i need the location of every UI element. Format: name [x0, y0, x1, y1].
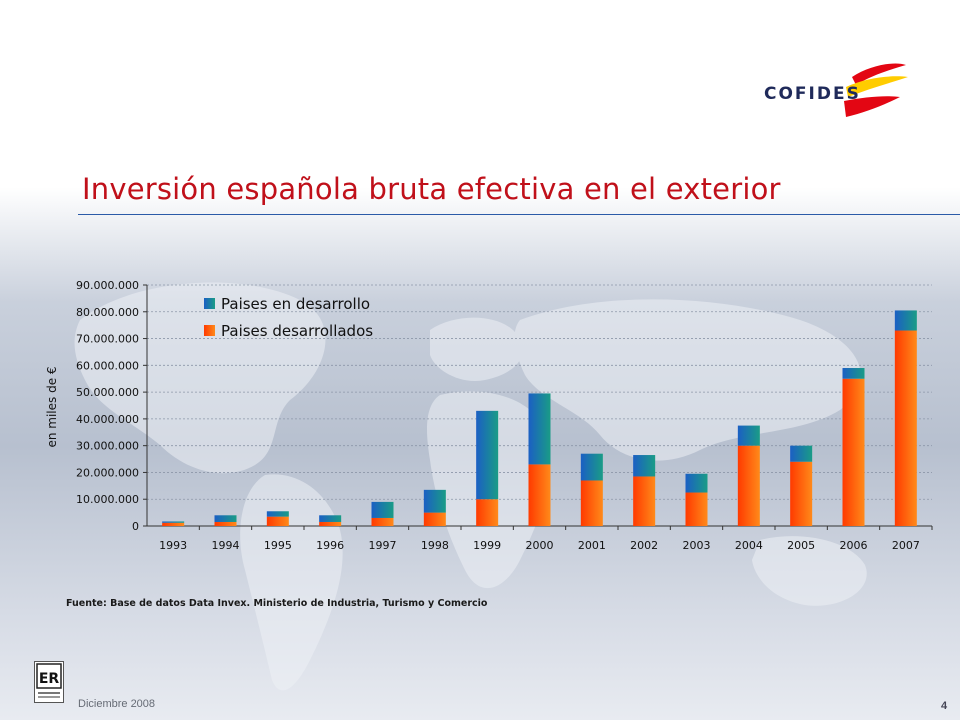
x-tick-label: 2001 — [578, 539, 606, 552]
bar-paises-en-desarrollo — [894, 310, 917, 331]
bar-paises-desarrollados — [476, 499, 499, 526]
bar-paises-desarrollados — [580, 480, 603, 526]
y-tick-label: 20.000.000 — [76, 466, 139, 479]
bar-paises-en-desarrollo — [371, 501, 394, 518]
x-tick-label: 2006 — [840, 539, 868, 552]
er-certification-logo: ER — [34, 661, 64, 703]
bar-paises-en-desarrollo — [423, 489, 446, 513]
bar-paises-desarrollados — [528, 464, 551, 526]
bar-paises-en-desarrollo — [580, 453, 603, 481]
bar-paises-en-desarrollo — [790, 445, 813, 462]
y-tick-label: 60.000.000 — [76, 359, 139, 372]
bar-paises-desarrollados — [842, 378, 865, 526]
x-tick-label: 2003 — [683, 539, 711, 552]
bar-paises-en-desarrollo — [476, 410, 499, 500]
x-tick-label: 2000 — [526, 539, 554, 552]
bar-paises-desarrollados — [633, 476, 656, 526]
x-tick-label: 1994 — [212, 539, 240, 552]
y-axis-title: en miles de € — [45, 366, 59, 447]
bar-paises-desarrollados — [737, 445, 760, 526]
legend-swatch-developing — [204, 298, 215, 309]
bar-paises-desarrollados — [423, 512, 446, 526]
bar-paises-desarrollados — [685, 492, 708, 526]
x-tick-label: 1995 — [264, 539, 292, 552]
x-tick-label: 1998 — [421, 539, 449, 552]
bar-paises-desarrollados — [790, 461, 813, 526]
x-tick-label: 1997 — [369, 539, 397, 552]
legend: Paises en desarrollo Paises desarrollado… — [204, 295, 373, 340]
bar-paises-en-desarrollo — [685, 473, 708, 493]
y-tick-label: 30.000.000 — [76, 440, 139, 453]
bar-paises-en-desarrollo — [737, 425, 760, 446]
y-tick-label: 0 — [132, 520, 139, 533]
legend-label-developed: Paises desarrollados — [221, 322, 373, 340]
bar-paises-en-desarrollo — [162, 521, 185, 523]
y-tick-label: 80.000.000 — [76, 306, 139, 319]
er-mark-text: ER — [39, 671, 60, 687]
bar-paises-desarrollados — [371, 517, 394, 526]
bar-paises-en-desarrollo — [214, 515, 237, 522]
cofides-wordmark: COFIDES — [764, 84, 861, 104]
x-tick-label: 2007 — [892, 539, 920, 552]
x-tick-label: 1993 — [159, 539, 187, 552]
title-divider — [78, 214, 960, 215]
y-tick-label: 70.000.000 — [76, 333, 139, 346]
footer-date: Diciembre 2008 — [78, 698, 156, 710]
x-tick-label: 2005 — [787, 539, 815, 552]
bar-paises-en-desarrollo — [633, 455, 656, 477]
bar-paises-desarrollados — [319, 521, 342, 526]
page-number: 4 — [941, 700, 948, 712]
y-tick-label: 90.000.000 — [76, 279, 139, 292]
bar-paises-en-desarrollo — [528, 393, 551, 465]
x-tick-label: 2002 — [630, 539, 658, 552]
y-tick-label: 10.000.000 — [76, 493, 139, 506]
x-tick-label: 2004 — [735, 539, 763, 552]
bar-paises-desarrollados — [162, 522, 185, 526]
bar-paises-desarrollados — [214, 521, 237, 526]
x-tick-label: 1999 — [473, 539, 501, 552]
page-title: Inversión española bruta efectiva en el … — [82, 172, 781, 206]
bar-paises-en-desarrollo — [842, 368, 865, 379]
cofides-logo: COFIDES — [764, 63, 908, 117]
bar-paises-en-desarrollo — [319, 515, 342, 522]
y-tick-label: 50.000.000 — [76, 386, 139, 399]
source-note: Fuente: Base de datos Data Invex. Minist… — [66, 598, 488, 609]
legend-label-developing: Paises en desarrollo — [221, 295, 370, 313]
y-tick-label: 40.000.000 — [76, 413, 139, 426]
bar-paises-desarrollados — [894, 330, 917, 526]
bar-paises-en-desarrollo — [266, 511, 289, 517]
legend-swatch-developed — [204, 325, 215, 336]
x-tick-label: 1996 — [316, 539, 344, 552]
bar-paises-desarrollados — [266, 516, 289, 526]
